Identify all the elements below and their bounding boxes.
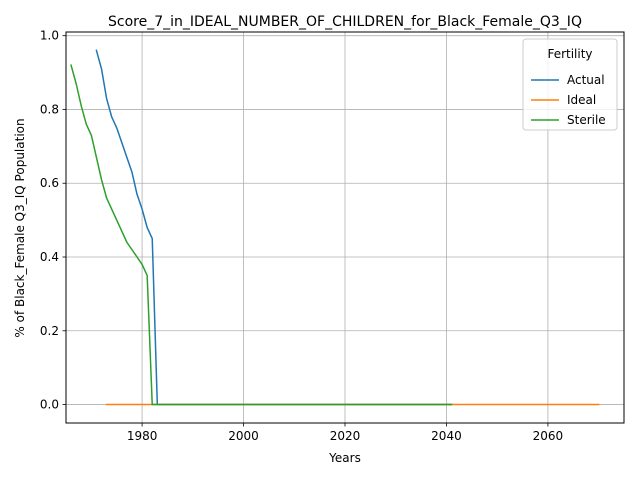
y-tick-label: 1.0 — [40, 29, 59, 43]
x-tick-label: 2040 — [431, 429, 462, 443]
y-tick-label: 0.6 — [40, 176, 59, 190]
legend-box — [522, 38, 618, 131]
x-tick-label: 2000 — [228, 429, 259, 443]
series-line-sterile — [70, 64, 453, 406]
y-tick-label: 0.4 — [40, 250, 59, 264]
y-tick-label: 0.2 — [40, 324, 59, 338]
legend: Fertility Actual Ideal Sterile — [522, 38, 618, 131]
y-tick-label: 0.8 — [40, 102, 59, 116]
x-tick-label: 1980 — [127, 429, 158, 443]
y-tick-label: 0.0 — [40, 398, 59, 412]
legend-label-ideal: Ideal — [567, 93, 596, 107]
legend-title: Fertility — [547, 47, 592, 61]
series-lines — [70, 49, 600, 406]
y-axis-label: % of Black_Female Q3_IQ Population — [13, 118, 27, 337]
legend-label-actual: Actual — [567, 73, 605, 87]
legend-entries: Actual Ideal Sterile — [531, 73, 606, 127]
x-tick-label: 2020 — [330, 429, 361, 443]
chart-title: Score_7_in_IDEAL_NUMBER_OF_CHILDREN_for_… — [108, 14, 582, 30]
axis-ticks: 1980 2000 2020 2040 2060 0.0 0.2 0.4 0.6 0.8 1.0 — [40, 29, 563, 443]
x-axis-label: Years — [328, 451, 361, 465]
legend-label-sterile: Sterile — [567, 113, 606, 127]
x-tick-label: 2060 — [533, 429, 564, 443]
